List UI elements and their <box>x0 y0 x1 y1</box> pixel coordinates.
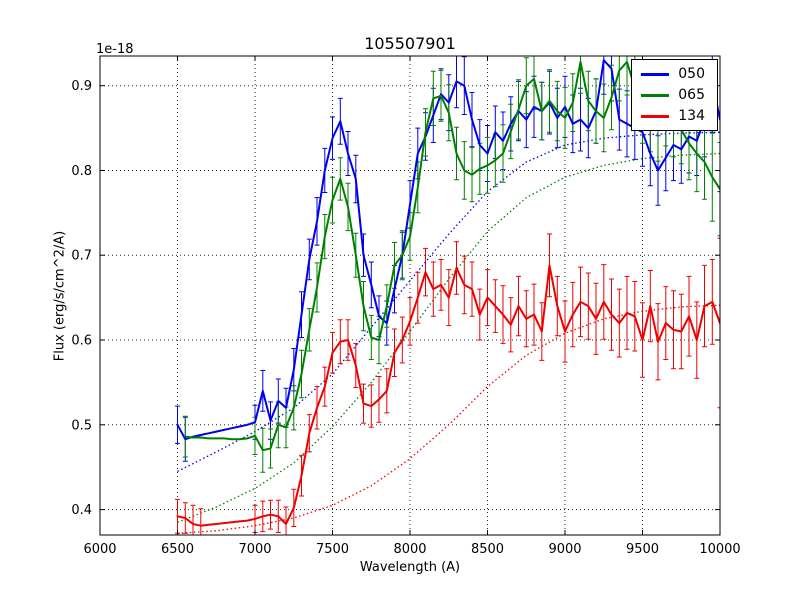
legend-label-134: 134 <box>678 108 705 124</box>
y-tick-label: 0.6 <box>71 334 92 349</box>
x-tick-label: 9000 <box>548 542 581 557</box>
model-line-134 <box>177 304 720 534</box>
x-tick-label: 7000 <box>238 542 271 557</box>
x-tick-label: 8000 <box>393 542 426 557</box>
x-tick-label: 7500 <box>316 542 349 557</box>
legend-label-065: 065 <box>678 87 705 103</box>
y-tick-label: 0.5 <box>71 418 92 433</box>
grid <box>99 56 721 535</box>
y-axis-label: Flux (erg/s/cm^2/A) <box>52 230 68 362</box>
tick-marks <box>99 56 721 535</box>
y-tick-label: 0.4 <box>71 503 92 518</box>
model-line-050 <box>177 131 720 472</box>
model-line-065 <box>177 152 720 523</box>
y-tick-label: 0.9 <box>71 79 92 94</box>
legend: 050 065 134 <box>631 59 718 131</box>
chart-title: 105507901 <box>364 34 456 53</box>
error-bars-134 <box>175 233 720 535</box>
legend-item-134: 134 <box>641 109 705 123</box>
y-axis-offset-label: 1e-18 <box>96 42 134 57</box>
legend-line-sample-065 <box>641 93 670 97</box>
x-tick-label: 6500 <box>161 542 194 557</box>
x-tick-label: 6000 <box>83 542 116 557</box>
y-tick-label: 0.7 <box>71 249 92 264</box>
y-tick-label: 0.8 <box>71 164 92 179</box>
x-tick-label: 8500 <box>471 542 504 557</box>
legend-item-050: 050 <box>641 67 705 81</box>
legend-label-050: 050 <box>678 66 705 82</box>
series-line-134 <box>176 264 720 527</box>
x-tick-label: 9500 <box>626 542 659 557</box>
legend-line-sample-134 <box>641 114 670 118</box>
x-axis-label: Wavelength (A) <box>359 560 461 575</box>
series-line-050 <box>176 59 720 441</box>
plot-data <box>175 56 720 535</box>
legend-item-065: 065 <box>641 88 705 102</box>
legend-line-sample-050 <box>641 72 670 76</box>
series-line-065 <box>184 60 720 452</box>
x-tick-label: 10000 <box>699 542 740 557</box>
